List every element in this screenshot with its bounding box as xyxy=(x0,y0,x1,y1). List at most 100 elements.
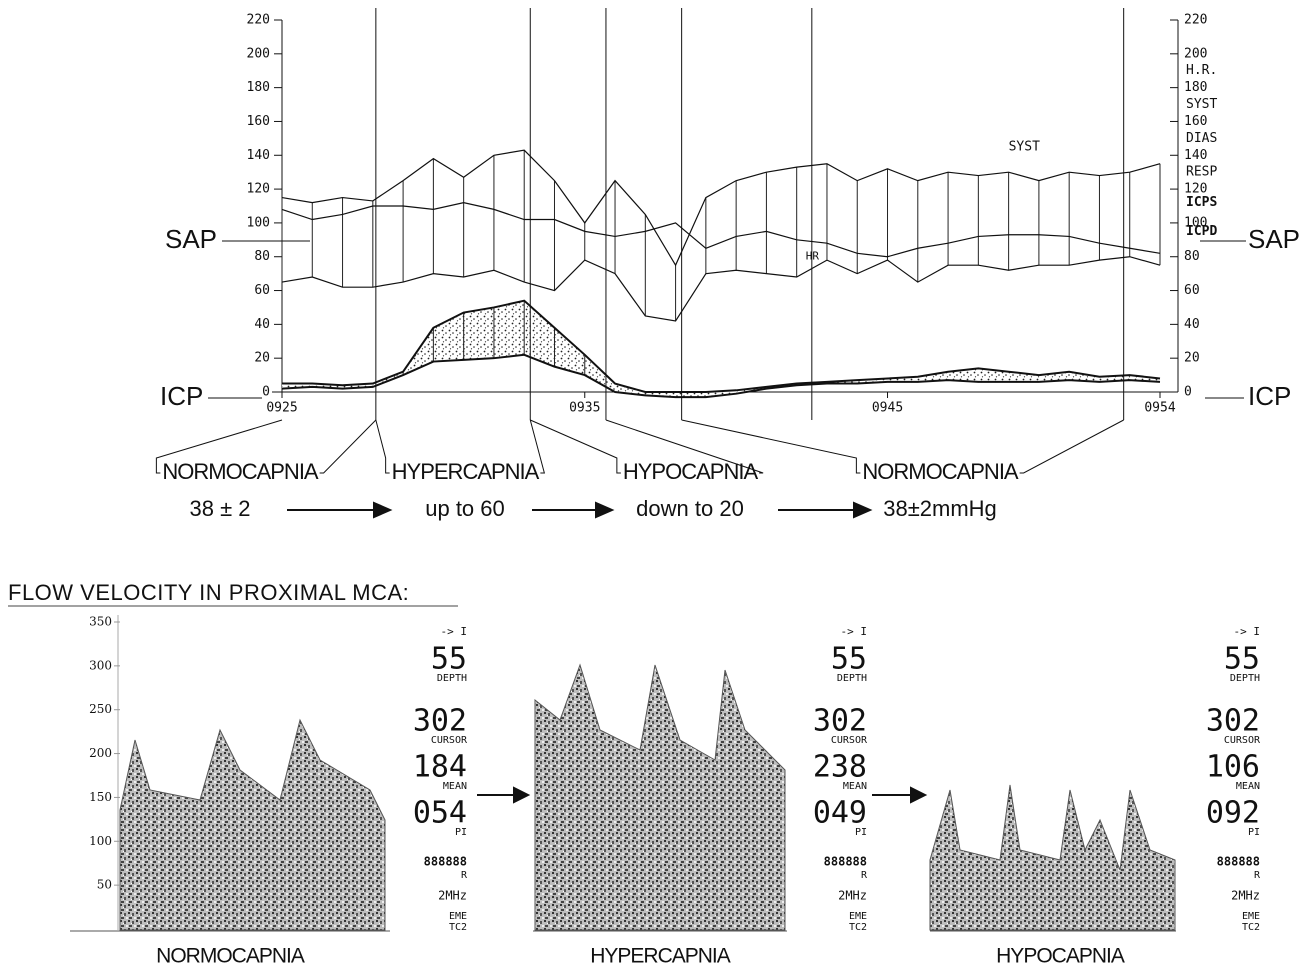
series-line xyxy=(282,203,1160,257)
readout-value: 55 xyxy=(1224,642,1260,677)
device-label: EME xyxy=(449,911,467,922)
y-tick-label: 160 xyxy=(247,114,270,129)
frequency: 2MHz xyxy=(1231,889,1260,903)
readout-value: 092 xyxy=(1206,796,1260,831)
phase-label: HYPOCAPNIA xyxy=(623,459,759,484)
y2-tick-label: 220 xyxy=(1184,13,1207,28)
readout-label: MEAN xyxy=(1236,781,1260,792)
readout-label: DEPTH xyxy=(437,673,467,684)
panel-y-tick-label: 350 xyxy=(89,615,112,629)
x-tick-label: 0954 xyxy=(1144,401,1175,416)
direction: -> I xyxy=(841,625,868,638)
readout-value: 55 xyxy=(831,642,867,677)
legend-entry: ICPD xyxy=(1186,224,1217,239)
side-label: ICP xyxy=(1248,381,1291,411)
panel-caption: HYPERCAPNIA xyxy=(590,945,731,968)
device-label: EME xyxy=(1242,911,1260,922)
readout-label: CURSOR xyxy=(431,735,468,746)
panel-y-tick-label: 250 xyxy=(89,702,112,716)
readout-value: 238 xyxy=(813,750,867,785)
direction: -> I xyxy=(1234,625,1261,638)
x-tick-label: 0935 xyxy=(569,401,600,416)
phase-label: NORMOCAPNIA xyxy=(162,459,319,484)
paco2-label: 38±2mmHg xyxy=(883,496,997,521)
panel-y-tick-label: 100 xyxy=(89,834,112,848)
spectrum xyxy=(930,785,1175,930)
annotation: HR xyxy=(806,250,820,263)
doppler-spectra xyxy=(120,503,1175,930)
side-label: SAP xyxy=(1248,224,1300,254)
y2-tick-label: 60 xyxy=(1184,283,1200,298)
series-line xyxy=(282,257,1160,321)
y-tick-label: 20 xyxy=(254,351,270,366)
y2-tick-label: 0 xyxy=(1184,385,1192,400)
x-tick-label: 0925 xyxy=(266,401,297,416)
direction: -> I xyxy=(441,625,468,638)
annotation: SYST xyxy=(1009,139,1040,154)
panel-y-tick-label: 200 xyxy=(89,746,112,760)
section-title: FLOW VELOCITY IN PROXIMAL MCA: xyxy=(8,580,409,605)
phase-label: HYPERCAPNIA xyxy=(392,459,540,484)
y-tick-label: 120 xyxy=(247,182,270,197)
phase-bracket xyxy=(376,420,390,473)
device-label: TC2 xyxy=(849,922,867,933)
device-label: TC2 xyxy=(449,922,467,933)
readout-label: MEAN xyxy=(843,781,867,792)
panel-caption: HYPOCAPNIA xyxy=(996,945,1125,968)
readout-value: 888888 xyxy=(424,855,467,869)
readout-value: 302 xyxy=(813,704,867,739)
figure: 0204060801001201401601802002200204060801… xyxy=(0,0,1309,972)
device-label: EME xyxy=(849,911,867,922)
readout-value: 049 xyxy=(813,796,867,831)
readout-value: 55 xyxy=(431,642,467,677)
readout-label: DEPTH xyxy=(837,673,867,684)
phase-label: NORMOCAPNIA xyxy=(862,459,1019,484)
legend-entry: DIAS xyxy=(1186,131,1217,146)
panel-y-tick-label: 150 xyxy=(89,790,112,804)
y2-tick-label: 160 xyxy=(1184,114,1207,129)
phase-bracket xyxy=(1020,420,1124,473)
phase-bracket xyxy=(530,420,621,473)
readout-value: 106 xyxy=(1206,750,1260,785)
phase-bracket xyxy=(320,420,376,473)
legend-entry: ICPS xyxy=(1186,195,1217,210)
spectrum xyxy=(120,720,385,930)
y-tick-label: 140 xyxy=(247,148,270,163)
panel-y-tick-label: 300 xyxy=(89,658,112,672)
readout-value: 302 xyxy=(1206,704,1260,739)
readout-label: PI xyxy=(855,827,867,838)
x-tick-label: 0945 xyxy=(872,401,903,416)
readout-label: R xyxy=(461,870,468,881)
device-label: TC2 xyxy=(1242,922,1260,933)
readout-label: R xyxy=(1254,870,1261,881)
legend-entry: H.R. xyxy=(1186,63,1217,78)
readout-label: R xyxy=(861,870,868,881)
panel-caption: NORMOCAPNIA xyxy=(156,945,305,968)
frequency: 2MHz xyxy=(838,889,867,903)
readout-label: CURSOR xyxy=(1224,735,1261,746)
readout-label: PI xyxy=(455,827,467,838)
paco2-label: 38 ± 2 xyxy=(189,496,250,521)
readout-label: DEPTH xyxy=(1230,673,1260,684)
panel-y-tick-label: 50 xyxy=(97,878,112,892)
frequency: 2MHz xyxy=(438,889,467,903)
y-tick-label: 80 xyxy=(254,249,270,264)
phase-arrows xyxy=(287,503,870,517)
y2-tick-label: 180 xyxy=(1184,80,1207,95)
legend-entry: RESP xyxy=(1186,165,1217,180)
y-tick-label: 200 xyxy=(247,46,270,61)
side-label: ICP xyxy=(160,381,203,411)
paco2-label: up to 60 xyxy=(425,496,505,521)
readout-label: PI xyxy=(1248,827,1260,838)
readout-value: 302 xyxy=(413,704,467,739)
side-label: SAP xyxy=(165,224,217,254)
spectrum xyxy=(535,665,785,930)
y-tick-label: 180 xyxy=(247,80,270,95)
legend-entry: SYST xyxy=(1186,97,1217,112)
readout-value: 054 xyxy=(413,796,467,831)
readout-label: MEAN xyxy=(443,781,467,792)
readout-label: CURSOR xyxy=(831,735,868,746)
readout-value: 888888 xyxy=(1217,855,1260,869)
y-tick-label: 100 xyxy=(247,215,270,230)
y2-tick-label: 200 xyxy=(1184,46,1207,61)
